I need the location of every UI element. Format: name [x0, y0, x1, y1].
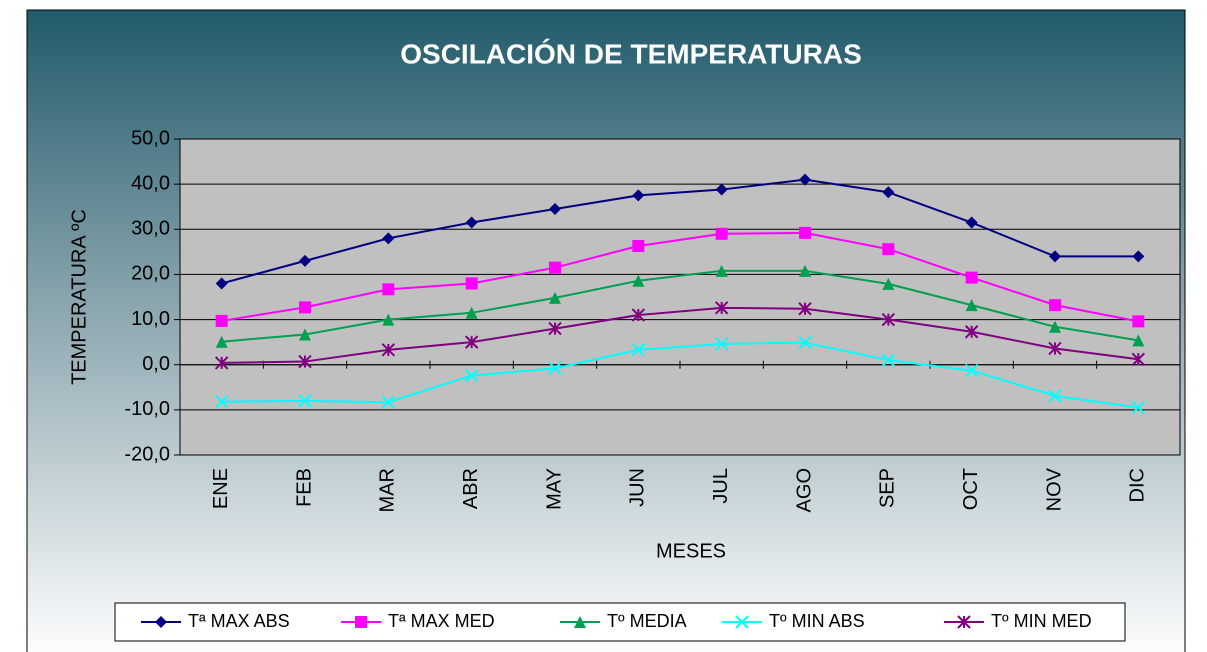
marker [1049, 320, 1061, 333]
marker [299, 301, 311, 314]
marker [464, 368, 479, 383]
marker [965, 271, 978, 284]
x-axis-label: MESES [656, 540, 726, 562]
marker [715, 227, 728, 240]
x-tick-label: AGO [793, 468, 815, 512]
marker [382, 232, 395, 245]
marker [1048, 341, 1062, 356]
marker [631, 343, 646, 357]
marker [298, 354, 312, 369]
x-tick-label: SEP [877, 468, 899, 508]
x-tick-label: MAY [543, 468, 565, 510]
marker [465, 277, 478, 290]
x-tick-label: ENE [210, 468, 232, 509]
y-tick-label: -20,0 [124, 443, 170, 465]
marker [1131, 400, 1146, 415]
marker [214, 395, 229, 409]
marker [714, 301, 729, 315]
x-tick-label: DIC [1127, 468, 1149, 502]
marker [715, 183, 728, 196]
marker [299, 254, 311, 267]
marker [1132, 315, 1145, 328]
marker [1132, 250, 1145, 263]
legend-marker [574, 616, 586, 628]
marker [881, 312, 896, 327]
marker [465, 216, 478, 229]
legend-marker [735, 615, 749, 629]
series-line [221, 178, 1139, 285]
marker [965, 216, 978, 229]
marker [632, 274, 645, 287]
x-tick-label: ABR [460, 468, 482, 509]
y-tick-label: 0,0 [142, 353, 170, 375]
marker [549, 261, 561, 274]
marker [381, 395, 396, 409]
marker [1132, 334, 1145, 347]
marker [549, 202, 561, 215]
marker [214, 356, 229, 370]
y-tick-label: 10,0 [131, 308, 170, 330]
marker [465, 306, 478, 319]
marker [548, 321, 562, 336]
x-tick-label: JUL [710, 468, 732, 504]
y-tick-label: 50,0 [131, 127, 170, 149]
marker [1049, 250, 1061, 263]
marker [215, 277, 228, 290]
legend-label: Tª MAX ABS [188, 611, 290, 631]
marker [1049, 299, 1061, 312]
marker [464, 335, 479, 349]
y-tick-label: -10,0 [124, 398, 170, 420]
marker [964, 363, 979, 378]
marker [1048, 389, 1062, 403]
marker [965, 299, 978, 312]
marker [714, 337, 729, 351]
y-tick-label: 30,0 [131, 218, 170, 240]
marker [715, 264, 728, 277]
chart-title: OSCILACIÓN DE TEMPERATURAS [400, 38, 862, 69]
x-tick-label: OCT [960, 468, 982, 510]
marker [632, 239, 645, 252]
marker [882, 243, 895, 256]
legend-label: Tº MIN ABS [769, 611, 865, 631]
marker [299, 328, 311, 341]
legend-label: Tº MEDIA [607, 611, 687, 631]
marker [632, 189, 645, 202]
marker [215, 335, 228, 348]
legend-label: Tº MIN MED [991, 611, 1092, 631]
marker [881, 353, 896, 367]
x-tick-label: NOV [1043, 467, 1065, 511]
y-tick-label: 40,0 [131, 172, 170, 194]
marker [631, 308, 646, 322]
marker [382, 313, 395, 326]
marker [548, 361, 562, 376]
marker [799, 173, 811, 186]
series-line [221, 231, 1139, 323]
series-line [221, 306, 1139, 364]
marker [215, 314, 228, 327]
series-line [221, 269, 1139, 343]
marker [798, 335, 812, 350]
marker [882, 277, 895, 290]
legend-label: Tª MAX MED [388, 611, 495, 631]
x-tick-label: FEB [293, 468, 315, 507]
marker [382, 283, 395, 296]
marker [1131, 352, 1146, 367]
legend-marker [155, 616, 167, 628]
marker [882, 186, 895, 199]
marker [799, 226, 811, 239]
y-tick-label: 20,0 [131, 263, 170, 285]
marker [799, 264, 811, 277]
marker [798, 302, 812, 316]
marker [549, 291, 561, 304]
marker [964, 325, 979, 339]
x-tick-label: MAR [377, 468, 399, 512]
legend-marker [957, 615, 971, 629]
legend-marker [355, 616, 367, 628]
marker [298, 394, 312, 408]
y-axis-label: TEMPERATURA ºC [68, 209, 90, 385]
x-tick-label: JUN [627, 468, 649, 507]
series-line [221, 341, 1139, 409]
marker [381, 343, 396, 357]
